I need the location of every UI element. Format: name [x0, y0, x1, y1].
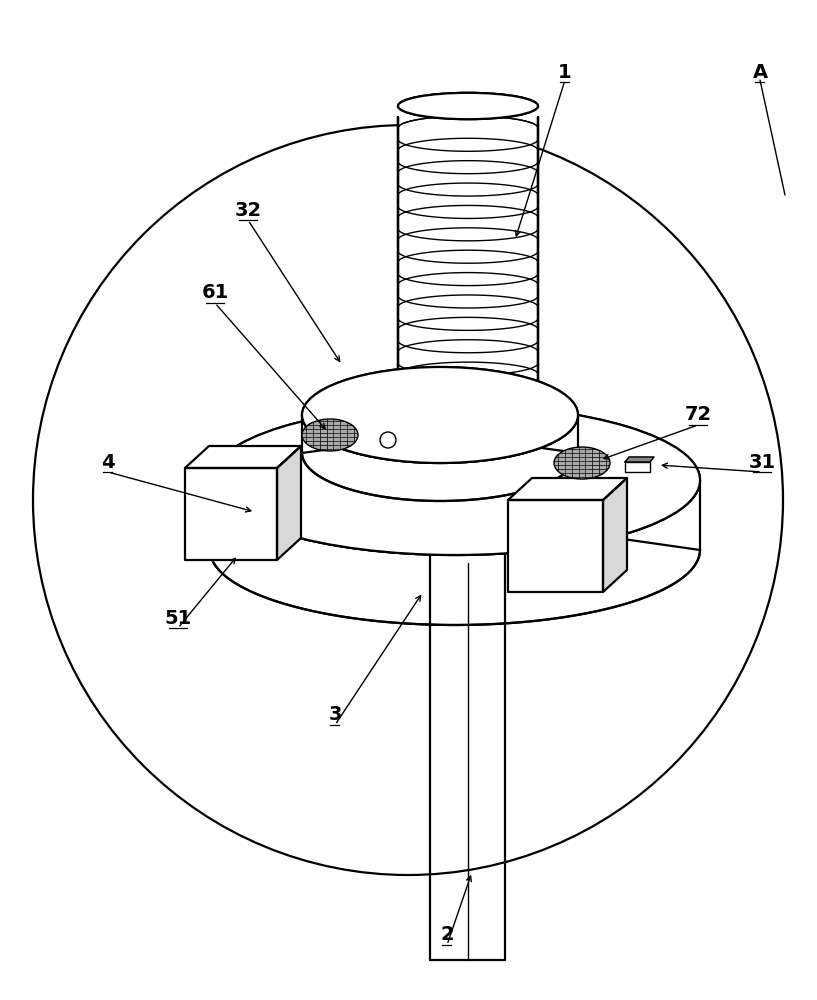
Ellipse shape [210, 405, 700, 555]
Polygon shape [508, 500, 603, 592]
Text: 31: 31 [748, 452, 775, 472]
Text: A: A [752, 62, 767, 82]
Ellipse shape [302, 367, 578, 463]
Text: 72: 72 [685, 406, 712, 424]
Polygon shape [398, 117, 538, 430]
Polygon shape [185, 446, 301, 468]
Ellipse shape [210, 405, 700, 555]
Text: 3: 3 [328, 706, 342, 724]
Polygon shape [625, 462, 650, 472]
Ellipse shape [398, 93, 538, 119]
Polygon shape [185, 468, 277, 560]
Ellipse shape [398, 93, 538, 119]
Polygon shape [210, 480, 700, 625]
Polygon shape [625, 457, 654, 462]
Text: 4: 4 [101, 452, 115, 472]
Ellipse shape [302, 419, 358, 451]
Text: 32: 32 [234, 200, 261, 220]
Polygon shape [603, 478, 627, 592]
Text: 51: 51 [164, 608, 192, 628]
Polygon shape [302, 415, 578, 501]
Polygon shape [508, 478, 627, 500]
Text: 61: 61 [201, 284, 229, 302]
Ellipse shape [302, 367, 578, 463]
Ellipse shape [554, 447, 610, 479]
Polygon shape [277, 446, 301, 560]
Text: 1: 1 [558, 62, 572, 82]
Text: 2: 2 [440, 926, 453, 944]
